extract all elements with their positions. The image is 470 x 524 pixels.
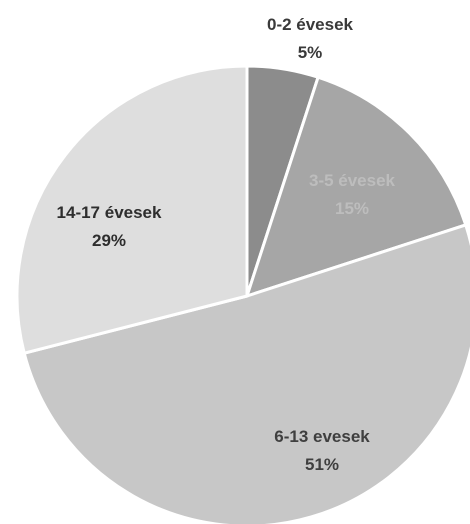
slice-label-name-1: 0-2 évesek bbox=[267, 15, 354, 34]
slice-label-name-3: 6-13 evesek bbox=[274, 427, 370, 446]
slice-label-value-2: 15% bbox=[335, 199, 369, 218]
pie-slice-3 bbox=[22, 223, 470, 524]
slice-label-name-4: 14-17 évesek bbox=[57, 203, 162, 222]
slice-label-value-4: 29% bbox=[92, 231, 126, 250]
pie-slice-4 bbox=[15, 64, 249, 356]
slice-label-name-2: 3-5 évesek bbox=[309, 171, 396, 190]
slice-label-value-3: 51% bbox=[305, 455, 339, 474]
slice-label-value-1: 5% bbox=[298, 43, 323, 62]
